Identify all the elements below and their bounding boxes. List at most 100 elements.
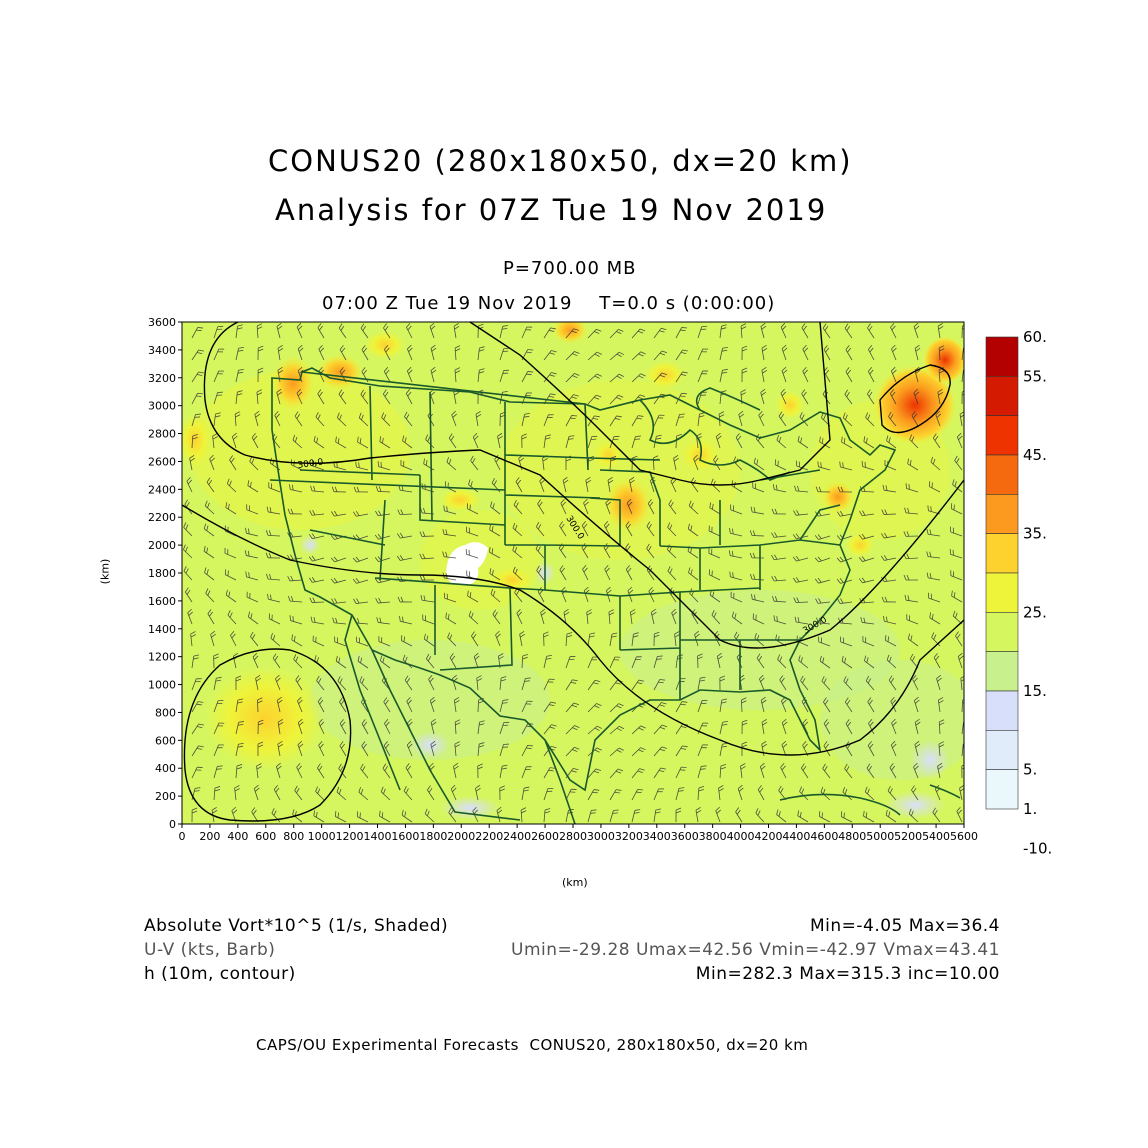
wind-barb [667,522,677,537]
wind-barb [735,433,743,449]
wind-barb [191,392,203,405]
wind-barb [376,617,391,625]
wind-barb [499,743,509,757]
y-tick-label: 400 [155,762,176,775]
wind-barb [753,457,765,471]
colorbar-swatch [985,769,1019,810]
y-axis-title: (km) [98,558,112,585]
y-tick-label: 2800 [148,428,176,441]
wind-barb [911,411,919,427]
wind-barb [814,577,831,584]
wind-barb [937,697,944,713]
wind-barb [653,655,663,669]
wind-barb [822,323,831,339]
wind-barb [446,456,457,471]
colorbar-swatch [985,572,1019,613]
wind-barb [776,434,787,449]
wind-barb [297,344,304,361]
wind-barb [335,655,347,669]
colorbar-swatch [985,494,1019,534]
wind-barb [277,345,284,361]
wind-barb [317,389,325,405]
wind-barb [512,522,523,537]
wind-barb [687,523,699,537]
wind-barb [818,636,831,647]
wind-barb [565,725,580,735]
wind-barb [512,545,523,559]
wind-barb [586,609,593,625]
wind-barb [254,410,261,427]
wind-barb [257,719,264,735]
wind-barb [565,656,576,669]
wind-barb [608,609,615,625]
wind-barb [715,432,722,449]
wind-barb [906,614,919,625]
wind-barb [956,432,963,449]
wind-barb [653,679,666,691]
wind-barb [675,787,685,801]
wind-barb [801,323,809,339]
wind-barb [496,806,503,823]
wind-barb [801,763,809,779]
wind-barb [719,675,726,691]
x-tick-label: 3200 [615,830,643,843]
x-tick-label: 400 [227,830,248,843]
wind-barb [313,810,325,823]
wind-barb [708,525,721,537]
wind-barb [913,762,919,779]
x-tick-label: 3400 [643,830,671,843]
wind-barb [565,373,580,383]
wind-barb [361,367,369,383]
wind-barb [609,725,625,735]
wind-barb [473,652,480,669]
wind-barb [359,676,369,691]
wind-barb [274,410,281,427]
wind-barb [430,366,437,383]
wind-barb [191,327,204,339]
wind-barb [882,484,897,493]
wind-barb [183,522,193,537]
x-tick-label: 2200 [475,830,503,843]
wind-barb [653,702,667,713]
wind-barb [404,411,413,427]
x-tick-label: 1600 [391,830,419,843]
y-tick-label: 600 [155,734,176,747]
wind-barb [316,675,325,691]
wind-barb [932,807,941,823]
wind-barb [475,784,481,801]
wind-barb [275,674,281,691]
shaded-field [182,322,964,824]
wind-barb [629,476,635,493]
wind-barb [453,697,460,713]
x-tick-label: 800 [283,830,304,843]
wind-barb [213,786,221,801]
wind-barb [559,521,567,537]
wind-barb [451,410,458,427]
wind-barb [792,577,809,583]
wind-barb [245,571,259,581]
wind-barb [423,458,435,471]
y-tick-label: 1800 [148,567,176,580]
wind-barb [213,700,224,713]
wind-barb [715,806,722,823]
height-contours [182,322,964,822]
colorbar-label: -10. [1023,839,1052,857]
wind-barb [225,502,237,515]
wind-barb [587,679,601,691]
wind-barb [454,345,461,361]
y-tick-label: 1600 [148,595,176,608]
wind-barb [406,696,413,713]
x-tick-label: 600 [255,830,276,843]
wind-barb [287,575,303,582]
wind-barb [512,566,523,581]
wind-barb [191,701,204,713]
wind-barb [276,762,282,779]
wind-barb [288,595,303,603]
wind-barb [400,635,413,647]
y-tick-label: 2200 [148,511,176,524]
info-row1-right: Min=-4.05 Max=36.4 [809,916,1000,936]
wind-barb [794,485,809,493]
wind-barb [513,500,523,515]
wind-barb [353,486,369,493]
wind-barb [675,807,682,823]
